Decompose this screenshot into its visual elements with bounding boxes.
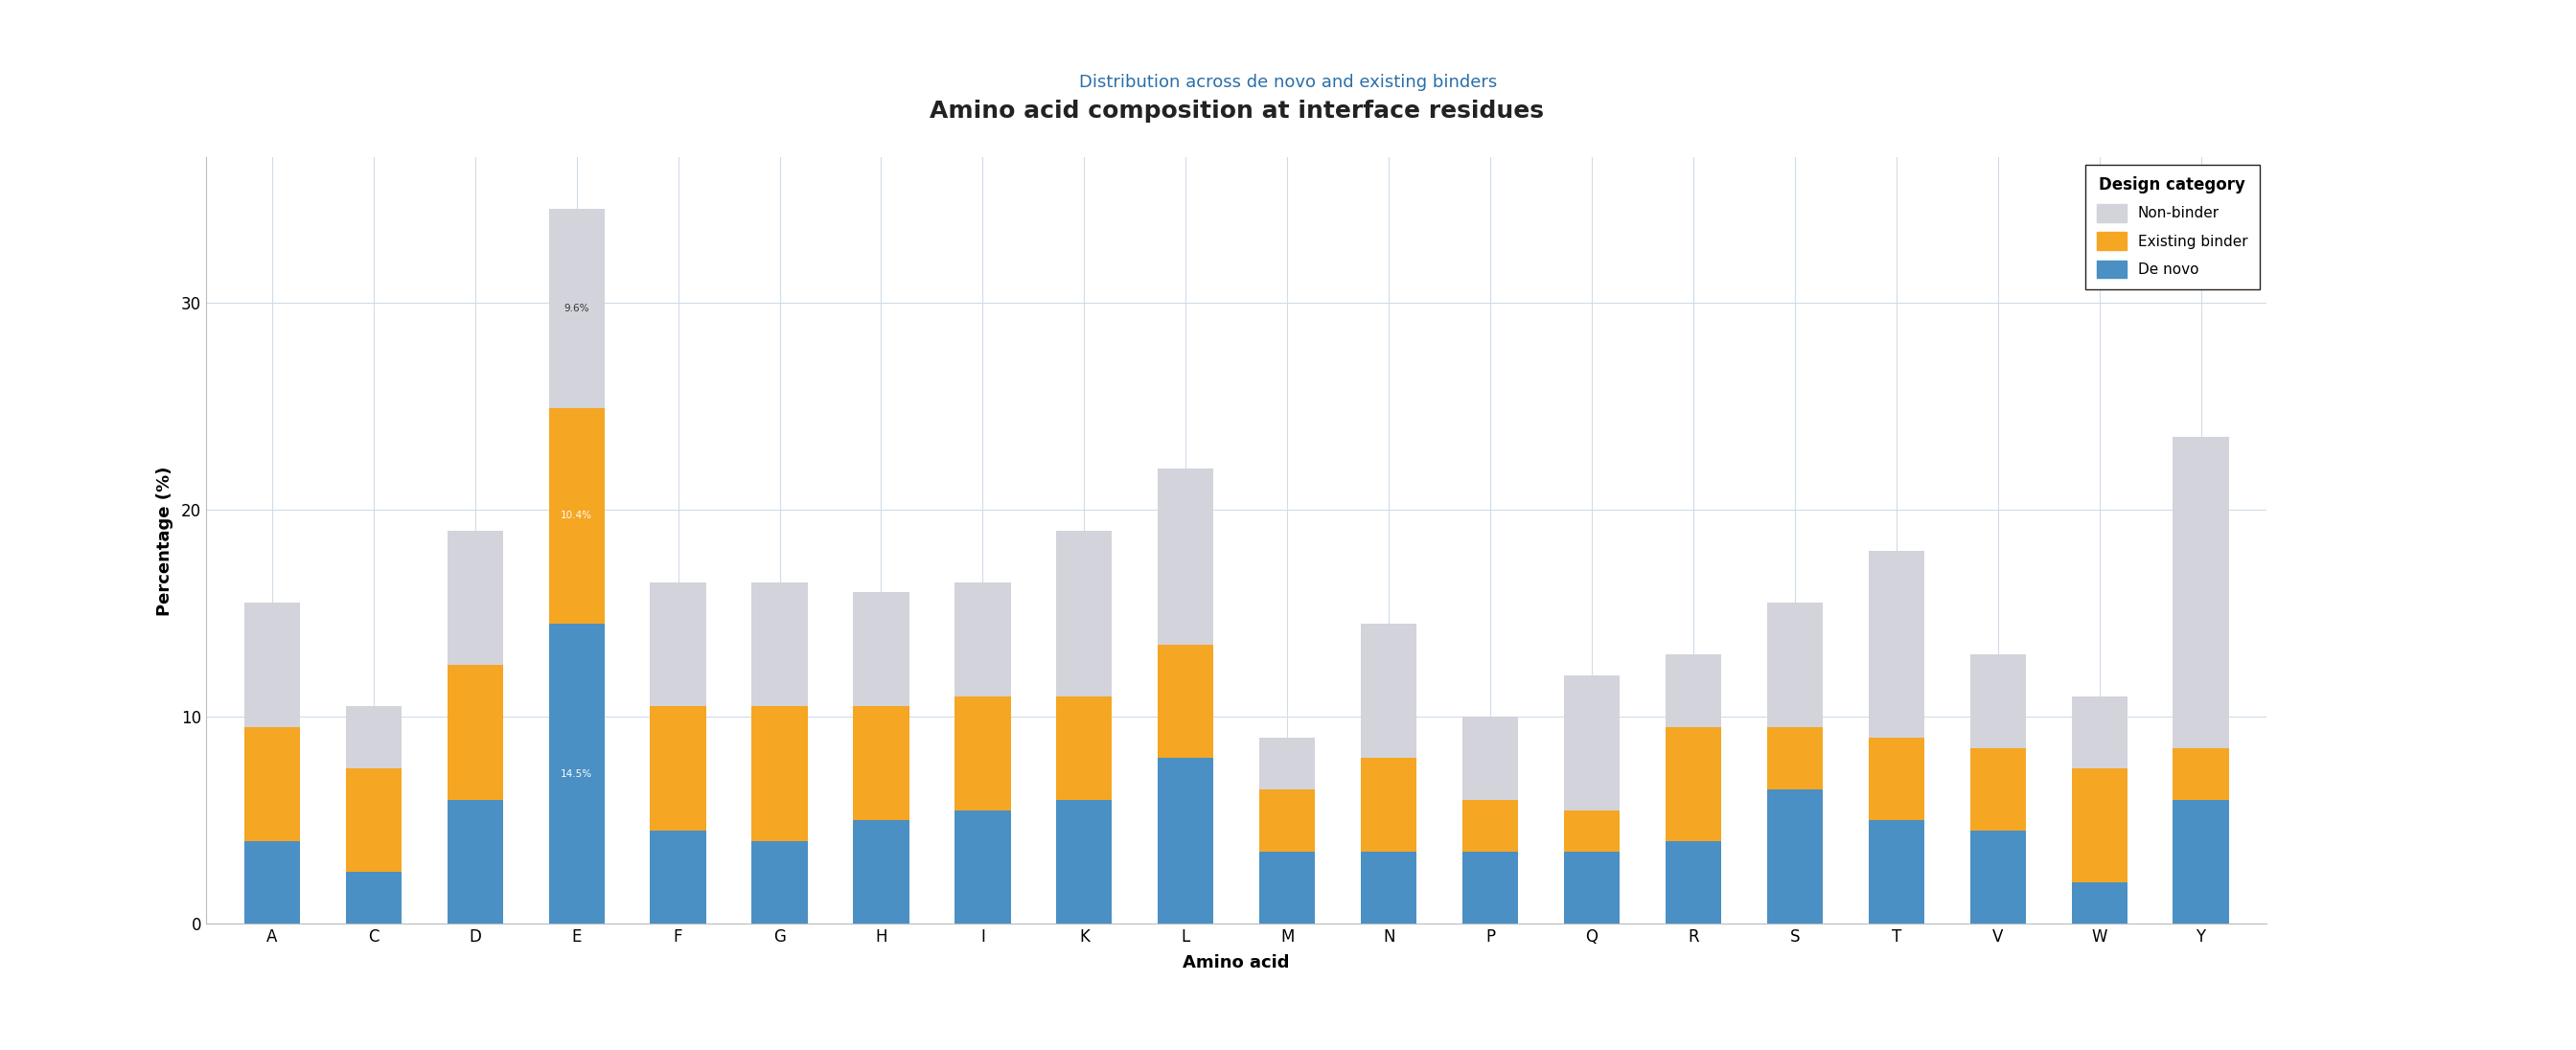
Bar [649, 582, 706, 707]
Bar [1767, 790, 1824, 924]
Bar [448, 800, 502, 924]
Bar [2071, 696, 2128, 769]
Bar [956, 810, 1010, 924]
Bar [956, 696, 1010, 810]
Bar [345, 873, 402, 924]
Bar [1564, 675, 1620, 810]
Bar [1971, 831, 2025, 924]
Text: 14.5%: 14.5% [562, 769, 592, 779]
Bar [1260, 790, 1316, 852]
Bar [245, 603, 299, 728]
Bar [853, 820, 909, 924]
Bar [245, 841, 299, 924]
Bar [1360, 624, 1417, 758]
Bar [549, 209, 605, 408]
Bar [1056, 530, 1113, 696]
Bar [448, 665, 502, 800]
Bar [752, 582, 806, 707]
Bar [1667, 728, 1721, 841]
Bar [2174, 748, 2228, 800]
Bar [1767, 728, 1824, 790]
Bar [1667, 655, 1721, 728]
Bar [1667, 841, 1721, 924]
Bar [345, 707, 402, 769]
Bar [2071, 769, 2128, 883]
Bar [1360, 758, 1417, 852]
Bar [345, 769, 402, 873]
Bar [2071, 883, 2128, 924]
Bar [1056, 696, 1113, 800]
Bar [752, 707, 806, 841]
Bar [1564, 852, 1620, 924]
Bar [245, 728, 299, 841]
Bar [2174, 800, 2228, 924]
Text: 10.4%: 10.4% [562, 511, 592, 521]
Text: 9.6%: 9.6% [564, 303, 590, 314]
Bar [1463, 852, 1517, 924]
Bar [853, 592, 909, 707]
Bar [549, 624, 605, 924]
Bar [549, 408, 605, 624]
Bar [1056, 800, 1113, 924]
Bar [1157, 468, 1213, 645]
Bar [1260, 852, 1316, 924]
Bar [1463, 717, 1517, 800]
Bar [1157, 758, 1213, 924]
Legend: Non-binder, Existing binder, De novo: Non-binder, Existing binder, De novo [2087, 165, 2259, 290]
Bar [1868, 551, 1924, 737]
Bar [1463, 800, 1517, 852]
Bar [1260, 737, 1316, 790]
Bar [1767, 603, 1824, 728]
Bar [752, 841, 806, 924]
Bar [2174, 437, 2228, 748]
Text: Distribution across de novo and existing binders: Distribution across de novo and existing… [1079, 74, 1497, 90]
Bar [1971, 655, 2025, 748]
X-axis label: Amino acid: Amino acid [1182, 953, 1291, 971]
Y-axis label: Percentage (%): Percentage (%) [157, 466, 173, 615]
Bar [649, 831, 706, 924]
Title: Amino acid composition at interface residues: Amino acid composition at interface resi… [930, 100, 1543, 123]
Bar [1564, 810, 1620, 852]
Bar [1868, 820, 1924, 924]
Bar [649, 707, 706, 831]
Bar [1157, 645, 1213, 758]
Bar [956, 582, 1010, 696]
Bar [1971, 748, 2025, 831]
Bar [1868, 737, 1924, 820]
Bar [448, 530, 502, 665]
Bar [853, 707, 909, 820]
Bar [1360, 852, 1417, 924]
